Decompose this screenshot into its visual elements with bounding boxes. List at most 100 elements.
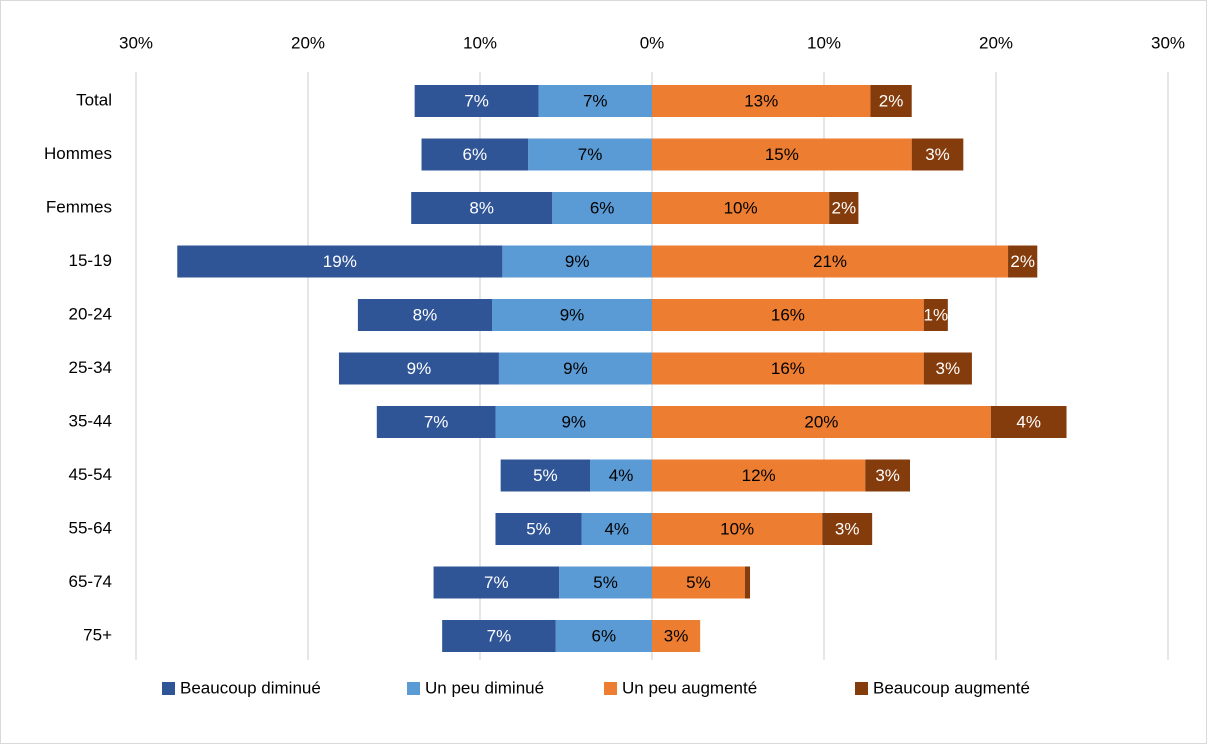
value-label: 8% [413, 305, 438, 324]
value-label: 3% [664, 626, 689, 645]
x-tick-label: 20% [291, 33, 325, 52]
value-label: 5% [593, 573, 618, 592]
value-label: 7% [464, 91, 489, 110]
bar [498, 352, 652, 385]
value-label: 15% [765, 145, 799, 164]
bar [590, 459, 652, 492]
bar [652, 406, 991, 438]
legend-label: Un peu diminué [425, 678, 544, 697]
value-label: 4% [609, 466, 634, 485]
value-label: 5% [686, 573, 711, 592]
value-label: 5% [533, 466, 558, 485]
y-tick-label: 45-54 [69, 465, 112, 484]
bar [502, 245, 652, 278]
value-label: 9% [561, 412, 586, 431]
bar [744, 566, 751, 599]
y-tick-label: 20-24 [69, 304, 112, 323]
bar [414, 85, 539, 117]
bar [652, 620, 701, 652]
y-tick-label: 35-44 [69, 411, 112, 430]
value-label: 2% [831, 198, 856, 217]
bar [829, 192, 859, 224]
x-tick-label: 0% [640, 33, 665, 52]
value-label: 10% [724, 198, 758, 217]
legend-swatch [162, 682, 175, 695]
value-label: 16% [771, 305, 805, 324]
y-tick-label: 55-64 [69, 518, 112, 537]
bar [552, 192, 652, 224]
legend-label: Beaucoup augmenté [873, 678, 1030, 697]
value-label: 1% [924, 305, 949, 324]
value-label: 9% [407, 359, 432, 378]
value-label: 5% [526, 519, 551, 538]
value-label: 3% [925, 145, 950, 164]
value-label: 2% [879, 91, 904, 110]
bar [865, 459, 910, 492]
bar [652, 85, 871, 117]
value-label: 3% [875, 466, 900, 485]
bar [652, 513, 823, 545]
bar [652, 192, 830, 224]
value-label: 8% [469, 198, 494, 217]
x-tick-label: 30% [119, 33, 153, 52]
bar [492, 299, 652, 331]
bar [652, 245, 1009, 278]
bar [495, 513, 582, 545]
value-label: 7% [487, 626, 512, 645]
legend-swatch [407, 682, 420, 695]
bar [500, 459, 591, 492]
x-tick-label: 10% [463, 33, 497, 52]
value-label: 4% [1016, 412, 1041, 431]
bar [495, 406, 652, 438]
legend-label: Un peu augmenté [622, 678, 757, 697]
value-label: 13% [744, 91, 778, 110]
value-label: 7% [484, 573, 509, 592]
bar [433, 566, 560, 599]
bar [528, 138, 652, 171]
bar [652, 459, 866, 492]
bar [421, 138, 529, 171]
value-label: 9% [560, 305, 585, 324]
value-label: 21% [813, 252, 847, 271]
value-label: 6% [463, 145, 488, 164]
bar [652, 138, 912, 171]
bar [911, 138, 964, 171]
y-tick-label: 15-19 [69, 251, 112, 270]
bar [990, 406, 1067, 438]
value-label: 12% [742, 466, 776, 485]
x-tick-label: 10% [807, 33, 841, 52]
bar [559, 566, 652, 599]
bar [652, 299, 924, 331]
x-tick-label: 20% [979, 33, 1013, 52]
legend-swatch [855, 682, 868, 695]
value-label: 19% [323, 252, 357, 271]
value-label: 7% [424, 412, 449, 431]
bar [357, 299, 493, 331]
x-tick-label: 30% [1151, 33, 1185, 52]
bar [442, 620, 556, 652]
bar [376, 406, 496, 438]
bar [870, 85, 912, 117]
bar [652, 352, 924, 385]
bar [822, 513, 873, 545]
bar [652, 566, 745, 599]
legend-label: Beaucoup diminué [180, 678, 321, 697]
value-label: 16% [771, 359, 805, 378]
value-label: 6% [590, 198, 615, 217]
value-label: 9% [565, 252, 590, 271]
value-label: 7% [578, 145, 603, 164]
value-label: 7% [583, 91, 608, 110]
bar [555, 620, 652, 652]
legend-swatch [604, 682, 617, 695]
value-label: 4% [604, 519, 629, 538]
value-label: 6% [592, 626, 617, 645]
value-label: 2% [1010, 252, 1035, 271]
bar [581, 513, 652, 545]
bar [1008, 245, 1038, 278]
value-label: 10% [720, 519, 754, 538]
value-label: 3% [936, 359, 961, 378]
bar [338, 352, 499, 385]
bar [538, 85, 652, 117]
bar [411, 192, 553, 224]
